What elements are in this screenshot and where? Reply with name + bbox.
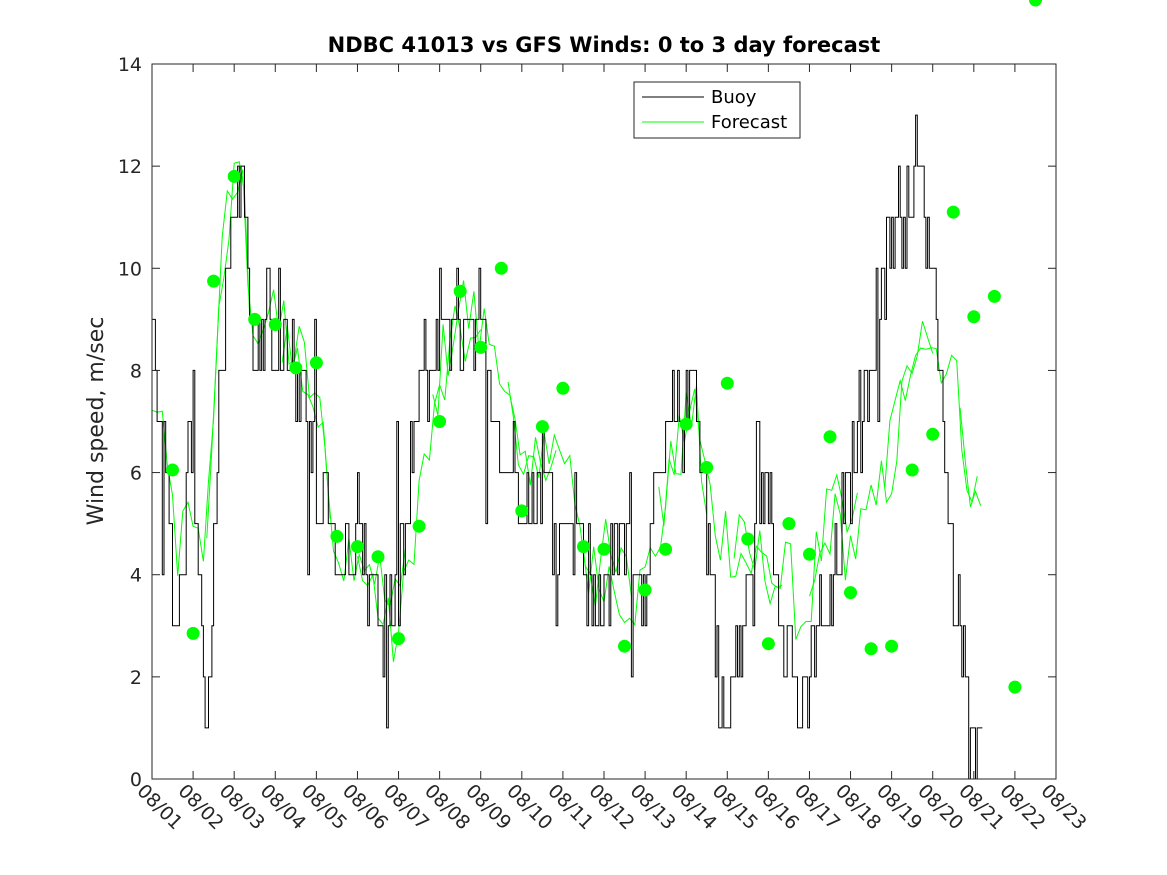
forecast-line-12 — [959, 407, 982, 507]
forecast-marker — [330, 529, 344, 543]
forecast-marker — [268, 318, 282, 331]
y-tick-label: 4 — [130, 565, 142, 587]
forecast-marker — [761, 637, 775, 651]
forecast-marker — [474, 340, 488, 354]
forecast-marker — [412, 519, 426, 533]
forecast-marker — [556, 381, 570, 395]
forecast-marker — [926, 427, 940, 441]
forecast-marker — [433, 415, 447, 428]
forecast-marker — [967, 310, 981, 324]
forecast-marker — [227, 169, 241, 183]
y-axis: 0 2 4 6 8 10 12 14 — [118, 54, 1056, 791]
forecast-marker — [392, 632, 405, 646]
forecast-marker — [1029, 0, 1042, 7]
forecast-marker — [844, 586, 857, 600]
forecast-line-10 — [809, 321, 934, 597]
chart-title: NDBC 41013 vs GFS Winds: 0 to 3 day fore… — [328, 33, 881, 57]
y-tick-label: 14 — [118, 54, 142, 76]
legend-forecast-label: Forecast — [711, 112, 787, 133]
legend-box — [633, 81, 801, 139]
y-tick-label: 8 — [130, 360, 142, 382]
forecast-marker — [803, 547, 816, 561]
forecast-marker — [207, 274, 221, 288]
forecast-line-5 — [432, 280, 557, 486]
forecast-marker — [289, 361, 303, 375]
forecast-marker — [248, 312, 262, 326]
y-tick-label: 6 — [130, 463, 142, 485]
forecast-marker — [659, 542, 673, 556]
forecast-marker — [351, 540, 364, 554]
y-tick-label: 2 — [130, 667, 142, 689]
forecast-marker — [535, 420, 549, 434]
forecast-marker — [741, 532, 755, 546]
y-tick-label: 12 — [118, 156, 142, 178]
forecast-marker — [679, 417, 693, 431]
y-tick-label: 10 — [118, 258, 142, 280]
forecast-marker — [905, 463, 919, 477]
forecast-marker — [782, 517, 796, 531]
forecast-marker — [494, 261, 508, 275]
y-axis-label: Wind speed, m/sec — [84, 317, 109, 526]
forecast-marker — [638, 583, 652, 597]
forecast-marker — [597, 542, 611, 556]
legend-buoy-label: Buoy — [711, 87, 757, 108]
forecast-marker — [885, 639, 899, 653]
forecast-marker — [577, 540, 590, 554]
forecast-marker — [618, 639, 631, 653]
forecast-marker — [515, 504, 529, 518]
forecast-marker — [823, 430, 837, 444]
forecast-marker — [720, 376, 734, 390]
legend: Buoy Forecast — [633, 81, 801, 139]
forecast-markers-group — [166, 0, 1042, 694]
forecast-marker — [946, 205, 960, 219]
forecast-marker — [864, 642, 878, 656]
forecast-line-11 — [884, 347, 978, 504]
forecast-marker — [371, 550, 385, 564]
forecast-marker — [987, 289, 1001, 303]
forecast-marker — [186, 626, 200, 640]
forecast-marker — [1008, 680, 1022, 694]
forecast-marker — [309, 356, 323, 370]
y-tick-label: 0 — [130, 769, 142, 791]
forecast-marker — [453, 284, 467, 298]
forecast-marker — [700, 461, 714, 474]
forecast-marker — [166, 463, 179, 477]
